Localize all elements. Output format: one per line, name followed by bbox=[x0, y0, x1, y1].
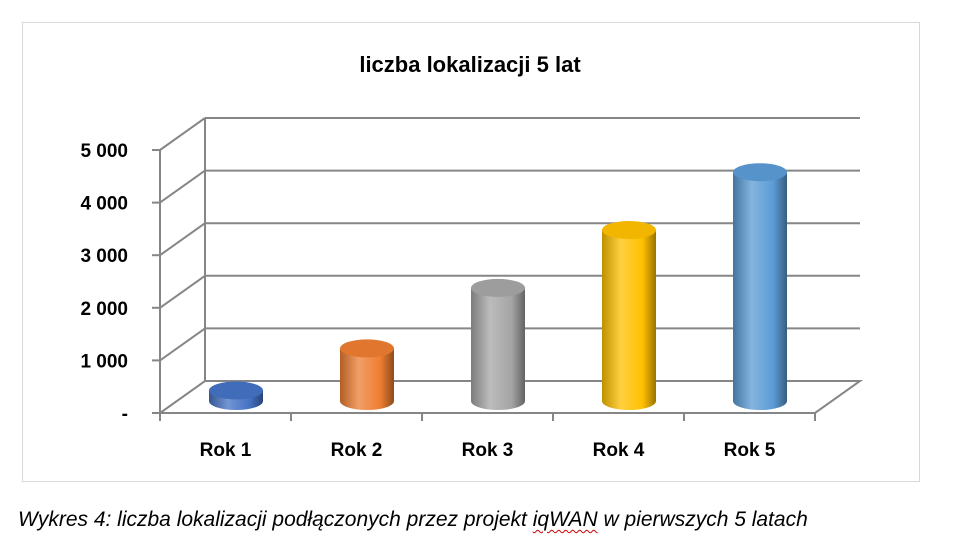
bar bbox=[602, 221, 656, 410]
x-tick-label: Rok 4 bbox=[593, 440, 645, 461]
chart-walls bbox=[156, 118, 864, 414]
bar bbox=[209, 381, 263, 410]
bar-body bbox=[733, 172, 787, 410]
y-tick-label: 2 000 bbox=[80, 299, 128, 320]
gridline-side bbox=[159, 117, 206, 151]
x-axis-labels: Rok 1 Rok 2 Rok 3 Rok 4 Rok 5 bbox=[200, 440, 776, 461]
y-tick-label: - bbox=[122, 404, 128, 425]
chart-floor bbox=[156, 380, 864, 414]
y-tick-label: 1 000 bbox=[80, 351, 128, 372]
chart-title: liczba lokalizacji 5 lat bbox=[359, 52, 581, 77]
y-tick-label: 3 000 bbox=[80, 246, 128, 267]
bar-body bbox=[340, 348, 394, 410]
bar-body bbox=[471, 287, 525, 410]
x-tick-label: Rok 5 bbox=[724, 440, 776, 461]
bar bbox=[471, 278, 525, 410]
gridline-side bbox=[159, 274, 206, 309]
bar-top bbox=[471, 278, 525, 297]
gridline-side bbox=[159, 327, 206, 362]
bar-top bbox=[602, 221, 656, 240]
bar-top bbox=[340, 339, 394, 358]
bar bbox=[340, 339, 394, 410]
y-axis-labels: - 1 000 2 000 3 000 4 000 5 000 bbox=[80, 141, 128, 425]
bar-chart: liczba lokalizacji 5 lat - 1 000 2 000 3 00… bbox=[80, 52, 864, 461]
caption-spellcheck-word: iqWAN bbox=[532, 508, 598, 531]
bar-top bbox=[209, 381, 263, 400]
bar-top bbox=[733, 163, 787, 182]
bars bbox=[209, 163, 787, 410]
x-tick-label: Rok 3 bbox=[462, 440, 514, 461]
caption-text-end: w pierwszych 5 latach bbox=[597, 508, 808, 531]
x-tick-label: Rok 2 bbox=[331, 440, 383, 461]
gridline-side bbox=[159, 169, 206, 204]
x-tick-label: Rok 1 bbox=[200, 440, 252, 461]
caption-text: Wykres 4: liczba lokalizacji podłączonyc… bbox=[18, 508, 533, 531]
bar-body bbox=[602, 230, 656, 410]
gridline-side bbox=[159, 222, 206, 257]
y-tick-label: 5 000 bbox=[80, 141, 128, 162]
y-tick-label: 4 000 bbox=[80, 194, 128, 215]
bar bbox=[733, 163, 787, 410]
figure-caption: Wykres 4: liczba lokalizacji podłączonyc… bbox=[18, 508, 808, 532]
